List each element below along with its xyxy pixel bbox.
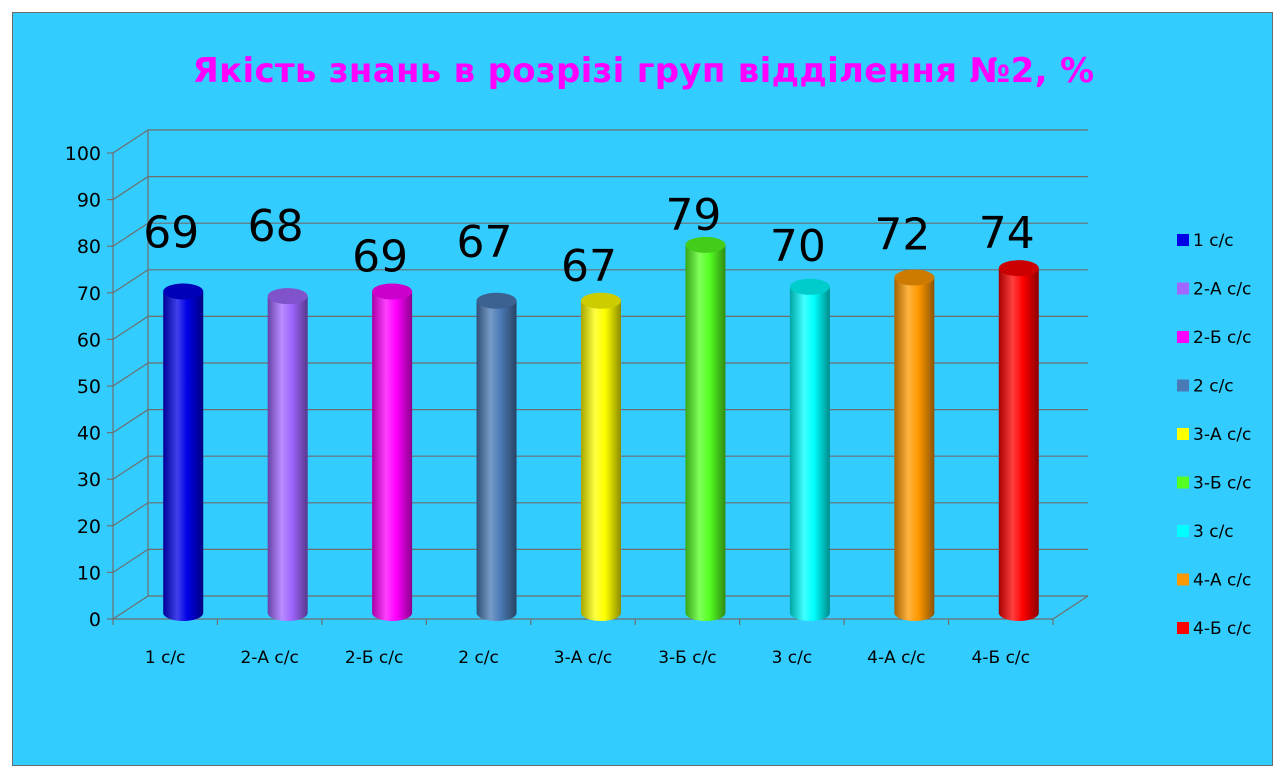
y-tick-label: 0: [89, 609, 101, 631]
x-tick-label: 2-А с/с: [240, 648, 298, 668]
legend-item: 2-А с/с: [1177, 280, 1251, 300]
bar-body: [998, 268, 1039, 621]
y-tick-label: 40: [77, 423, 101, 445]
legend-item: 2-Б с/с: [1177, 328, 1251, 348]
gridline: [112, 222, 1088, 247]
bar-top: [998, 260, 1039, 277]
bar-top: [581, 292, 621, 309]
legend-label: 2-Б с/с: [1193, 328, 1251, 348]
gridline: [112, 409, 1088, 434]
data-label: 79: [665, 190, 721, 241]
bar-body: [581, 300, 621, 621]
bar: [685, 236, 726, 622]
bar-body: [894, 277, 935, 621]
legend-item: 1 с/с: [1177, 231, 1234, 251]
legend-item: 3-А с/с: [1177, 425, 1251, 445]
legend-swatch: [1177, 525, 1189, 537]
data-label: 67: [457, 217, 513, 268]
floor-right-edge: [1052, 595, 1089, 620]
x-tick-label: 1 с/с: [145, 648, 186, 668]
y-tick-label: 60: [77, 329, 101, 351]
y-tick-label: 50: [77, 376, 101, 398]
x-tick-label: 3-Б с/с: [658, 648, 716, 668]
x-tick-label: 2-Б с/с: [345, 648, 403, 668]
legend-swatch: [1177, 234, 1189, 246]
data-label: 67: [561, 241, 617, 292]
gridline: [112, 362, 1088, 387]
legend-swatch: [1177, 428, 1189, 440]
legend-item: 4-А с/с: [1177, 571, 1251, 591]
legend-label: 3-А с/с: [1193, 425, 1251, 445]
chart-area: Якість знань в розрізі груп відділення №…: [12, 12, 1273, 766]
legend-swatch: [1177, 573, 1189, 586]
legend-swatch: [1177, 476, 1189, 489]
gridline: [112, 129, 1088, 154]
legend-label: 1 с/с: [1193, 231, 1234, 251]
y-tick-label: 10: [77, 562, 101, 584]
gridline: [112, 315, 1088, 340]
chart-plot: 0 10 20 30 40 50 60 70 80 90 100 1 с/с 2-А с/с 2-Б с…: [65, 129, 1251, 668]
y-tick-label: 80: [77, 236, 101, 258]
bar-top: [267, 288, 308, 305]
legend-item: 2 с/с: [1177, 377, 1234, 397]
data-label: 69: [352, 231, 408, 282]
legend-label: 4-Б с/с: [1193, 619, 1251, 639]
legend-item: 3-Б с/с: [1177, 474, 1251, 494]
y-tick-label: 70: [77, 283, 101, 305]
bar: [894, 269, 935, 621]
chart-title: Якість знань в розрізі груп відділення №…: [192, 51, 1095, 91]
data-label: 72: [874, 209, 930, 260]
legend-label: 4-А с/с: [1193, 571, 1251, 591]
y-tick-label: 90: [77, 190, 101, 212]
bar-body: [372, 291, 413, 621]
y-tick-label: 20: [77, 516, 101, 538]
x-tick-label: 3-А с/с: [554, 648, 612, 668]
gridline: [112, 455, 1088, 480]
bar-body: [789, 286, 830, 621]
bar: [267, 288, 308, 621]
bar-top: [163, 283, 204, 300]
gridline: [112, 595, 1088, 620]
legend-item: 4-Б с/с: [1177, 619, 1251, 639]
bar: [476, 292, 517, 621]
bar-top: [372, 283, 413, 300]
bar: [998, 260, 1039, 621]
legend-item: 3 с/с: [1177, 522, 1234, 542]
bar: [163, 283, 204, 621]
bar: [581, 292, 621, 621]
gridline: [112, 269, 1088, 294]
legend-swatch: [1177, 331, 1189, 343]
legend-swatch: [1177, 379, 1189, 392]
x-tick-label: 2 с/с: [458, 648, 499, 668]
gridline: [112, 176, 1088, 201]
bar-top: [894, 269, 935, 286]
bar-body: [163, 291, 204, 621]
gridline: [112, 548, 1088, 573]
gridline: [112, 502, 1088, 527]
legend-swatch: [1177, 282, 1189, 295]
data-label: 68: [248, 201, 304, 252]
bar-top: [476, 292, 517, 309]
legend-label: 2 с/с: [1193, 377, 1234, 397]
bar-body: [476, 300, 517, 621]
x-tick-label: 4-А с/с: [867, 648, 925, 668]
bar: [789, 278, 830, 621]
legend-swatch: [1177, 622, 1189, 634]
data-label: 70: [770, 221, 826, 272]
y-tick-label: 30: [77, 469, 101, 491]
legend-label: 2-А с/с: [1193, 280, 1251, 300]
bar-top: [789, 278, 830, 295]
legend-label: 3-Б с/с: [1193, 474, 1251, 494]
bar-body: [685, 244, 726, 622]
legend-label: 3 с/с: [1193, 522, 1234, 542]
x-tick-label: 4-Б с/с: [972, 648, 1030, 668]
x-tick-label: 3 с/с: [772, 648, 813, 668]
bar: [372, 283, 413, 621]
data-label: 69: [143, 207, 199, 258]
y-tick-label: 100: [65, 143, 101, 165]
bar-top: [685, 236, 726, 253]
bar-body: [267, 296, 308, 621]
data-label: 74: [979, 208, 1035, 259]
